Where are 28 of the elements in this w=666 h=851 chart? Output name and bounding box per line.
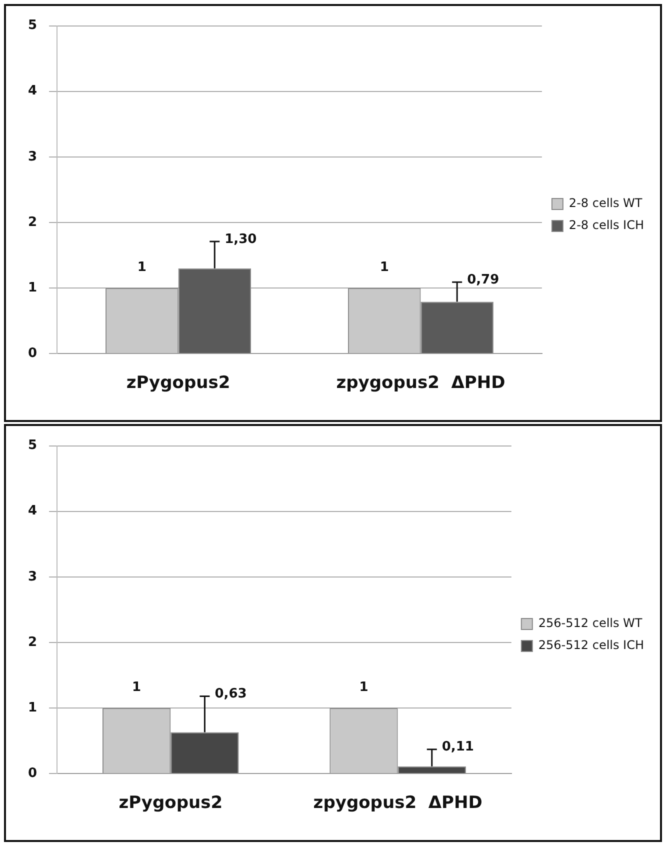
y-tick-label: 4 <box>28 84 38 99</box>
y-tick-label: 0 <box>28 346 38 361</box>
y-tick-label: 3 <box>28 569 38 584</box>
legend-label: 256-512 cells WT <box>538 616 643 630</box>
data-label: 1 <box>380 260 389 275</box>
x-tick-label: zPygopus2 <box>126 373 230 394</box>
y-tick-label: 3 <box>28 149 38 164</box>
y-tick-label: 5 <box>28 18 38 34</box>
y-tick-label: 4 <box>28 504 38 519</box>
data-label: 0,63 <box>214 686 247 702</box>
data-label: 1,30 <box>224 232 257 247</box>
data-label: 1 <box>137 260 146 275</box>
y-tick-label: 0 <box>28 766 38 781</box>
y-tick-label: 1 <box>28 280 38 296</box>
y-tick-label: 2 <box>28 214 38 230</box>
legend-label: 2-8 cells ICH <box>568 218 644 232</box>
legend-label: 2-8 cells WT <box>568 196 643 210</box>
x-tick-label: zpygopus2 ΔPHD <box>313 793 482 814</box>
x-tick-label: zPygopus2 <box>118 793 223 814</box>
data-label: 0,79 <box>467 272 500 288</box>
y-tick-label: 1 <box>28 700 38 716</box>
y-tick-label: 5 <box>28 438 38 454</box>
data-label: 0,11 <box>442 740 474 755</box>
legend-label: 256-512 cells ICH <box>538 638 644 652</box>
data-label: 1 <box>132 680 142 695</box>
x-tick-label: zpygopus2 ΔPHD <box>336 373 506 394</box>
y-tick-label: 2 <box>28 634 38 650</box>
data-label: 1 <box>359 680 368 695</box>
